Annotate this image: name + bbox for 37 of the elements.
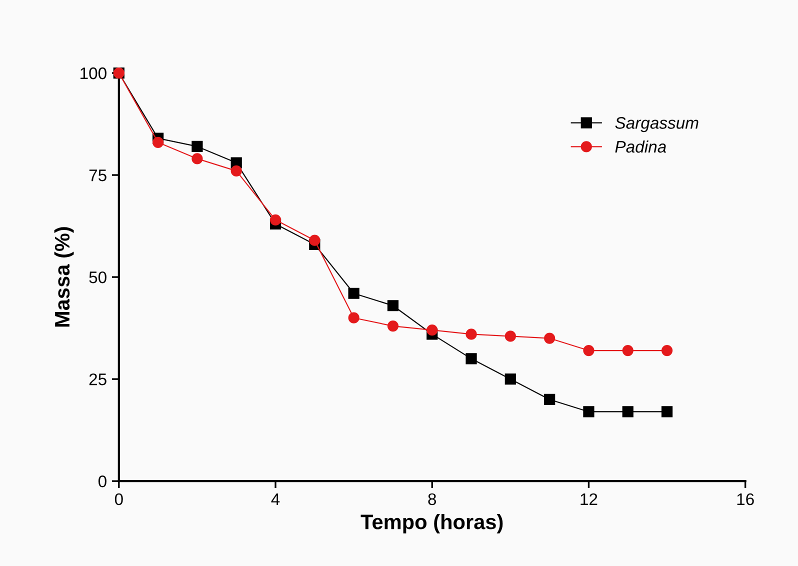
x-tick-label: 8 <box>428 493 436 506</box>
point <box>387 300 399 312</box>
y-tick-label: 75 <box>89 170 106 182</box>
point <box>348 288 360 299</box>
x-tick-label: 12 <box>580 493 598 505</box>
point <box>661 406 673 418</box>
point <box>504 330 516 342</box>
point <box>152 136 164 148</box>
point <box>544 332 556 344</box>
point <box>583 344 594 356</box>
point <box>426 324 438 336</box>
x-tick-label: 4 <box>271 494 280 505</box>
y-tick-label: 0 <box>98 476 106 488</box>
point <box>583 406 594 418</box>
point <box>270 214 282 226</box>
point <box>309 234 320 246</box>
point <box>622 344 634 356</box>
point <box>192 140 203 152</box>
y-axis-title: Massa (%) <box>54 227 74 327</box>
legend-label: Padina <box>615 140 666 153</box>
point <box>504 374 516 385</box>
point <box>622 406 634 418</box>
x-tick-label: 0 <box>114 493 123 506</box>
point <box>466 353 477 364</box>
y-tick-label: 100 <box>80 67 106 80</box>
point <box>387 320 399 332</box>
point <box>466 328 477 340</box>
y-tick-label: 50 <box>89 271 106 284</box>
point <box>661 344 673 356</box>
point <box>544 394 556 406</box>
legend-label: Sargassum <box>615 117 698 132</box>
point <box>192 153 203 164</box>
x-axis-title: Tempo (horas) <box>360 514 503 534</box>
y-tick-label: 25 <box>89 373 106 386</box>
point <box>348 312 360 324</box>
x-tick-label: 16 <box>737 493 754 506</box>
point <box>230 165 242 177</box>
